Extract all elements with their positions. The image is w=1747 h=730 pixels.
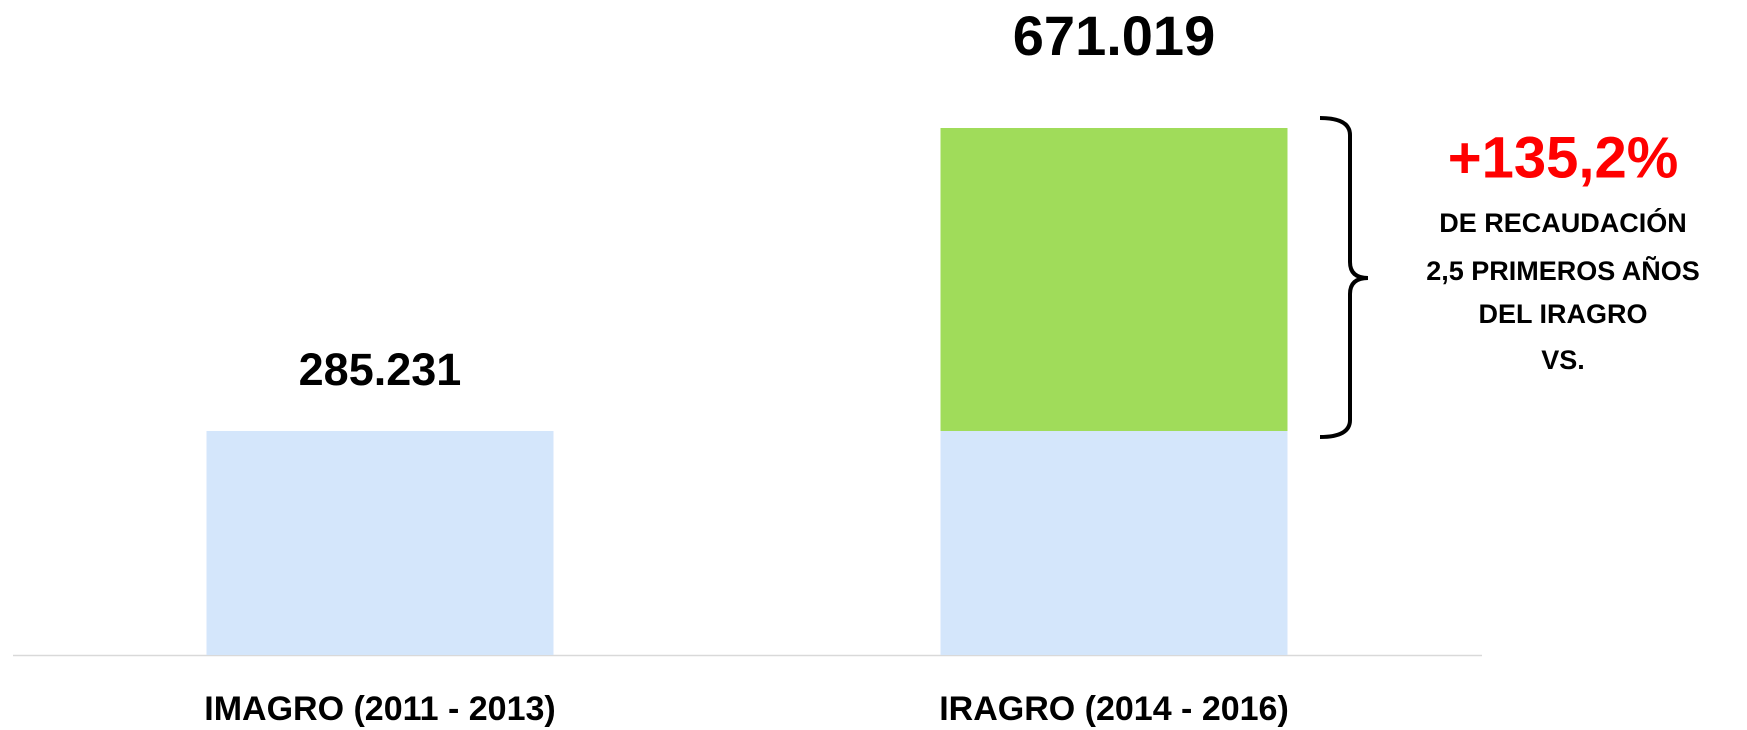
x-tick-label: IRAGRO (2014 - 2016) xyxy=(939,690,1289,728)
bar-segment xyxy=(940,128,1288,431)
annotation-line: VS. xyxy=(1541,345,1585,375)
bracket xyxy=(1319,116,1369,439)
annotation-line: DEL IRAGRO xyxy=(1478,299,1647,329)
annotation-headline: +135,2% xyxy=(1448,125,1679,190)
bar-segment xyxy=(940,430,1288,655)
bar-segment xyxy=(206,430,554,655)
annotation-line: 2,5 PRIMEROS AÑOS xyxy=(1426,255,1700,286)
total-label: 671.019 xyxy=(1013,4,1215,67)
x-tick-label: IMAGRO (2011 - 2013) xyxy=(204,690,555,728)
total-label: 285.231 xyxy=(299,344,462,395)
annotation-line: DE RECAUDACIÓN xyxy=(1439,207,1687,238)
